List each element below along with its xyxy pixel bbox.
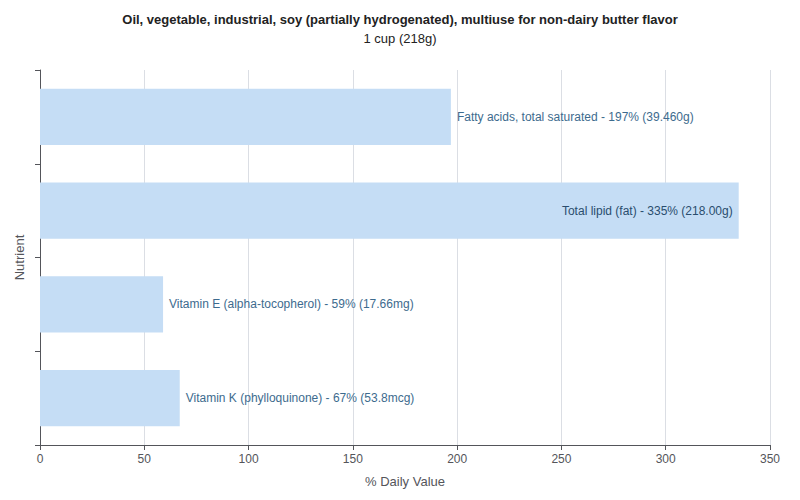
svg-text:50: 50: [138, 452, 152, 466]
svg-text:300: 300: [656, 452, 676, 466]
svg-text:100: 100: [239, 452, 259, 466]
svg-text:250: 250: [551, 452, 571, 466]
svg-text:200: 200: [447, 452, 467, 466]
svg-text:Vitamin E (alpha-tocopherol) -: Vitamin E (alpha-tocopherol) - 59% (17.6…: [169, 297, 414, 311]
svg-text:Vitamin K (phylloquinone) - 67: Vitamin K (phylloquinone) - 67% (53.8mcg…: [186, 391, 415, 405]
svg-text:1 cup (218g): 1 cup (218g): [364, 31, 437, 46]
svg-text:0: 0: [37, 452, 44, 466]
svg-text:Nutrient: Nutrient: [12, 234, 27, 280]
svg-text:350: 350: [760, 452, 780, 466]
svg-text:Oil, vegetable, industrial, so: Oil, vegetable, industrial, soy (partial…: [122, 12, 677, 27]
svg-text:150: 150: [343, 452, 363, 466]
svg-text:Total lipid (fat) - 335% (218.: Total lipid (fat) - 335% (218.00g): [562, 204, 733, 218]
svg-text:Fatty acids, total saturated -: Fatty acids, total saturated - 197% (39.…: [457, 110, 694, 124]
svg-text:% Daily Value: % Daily Value: [365, 474, 445, 489]
